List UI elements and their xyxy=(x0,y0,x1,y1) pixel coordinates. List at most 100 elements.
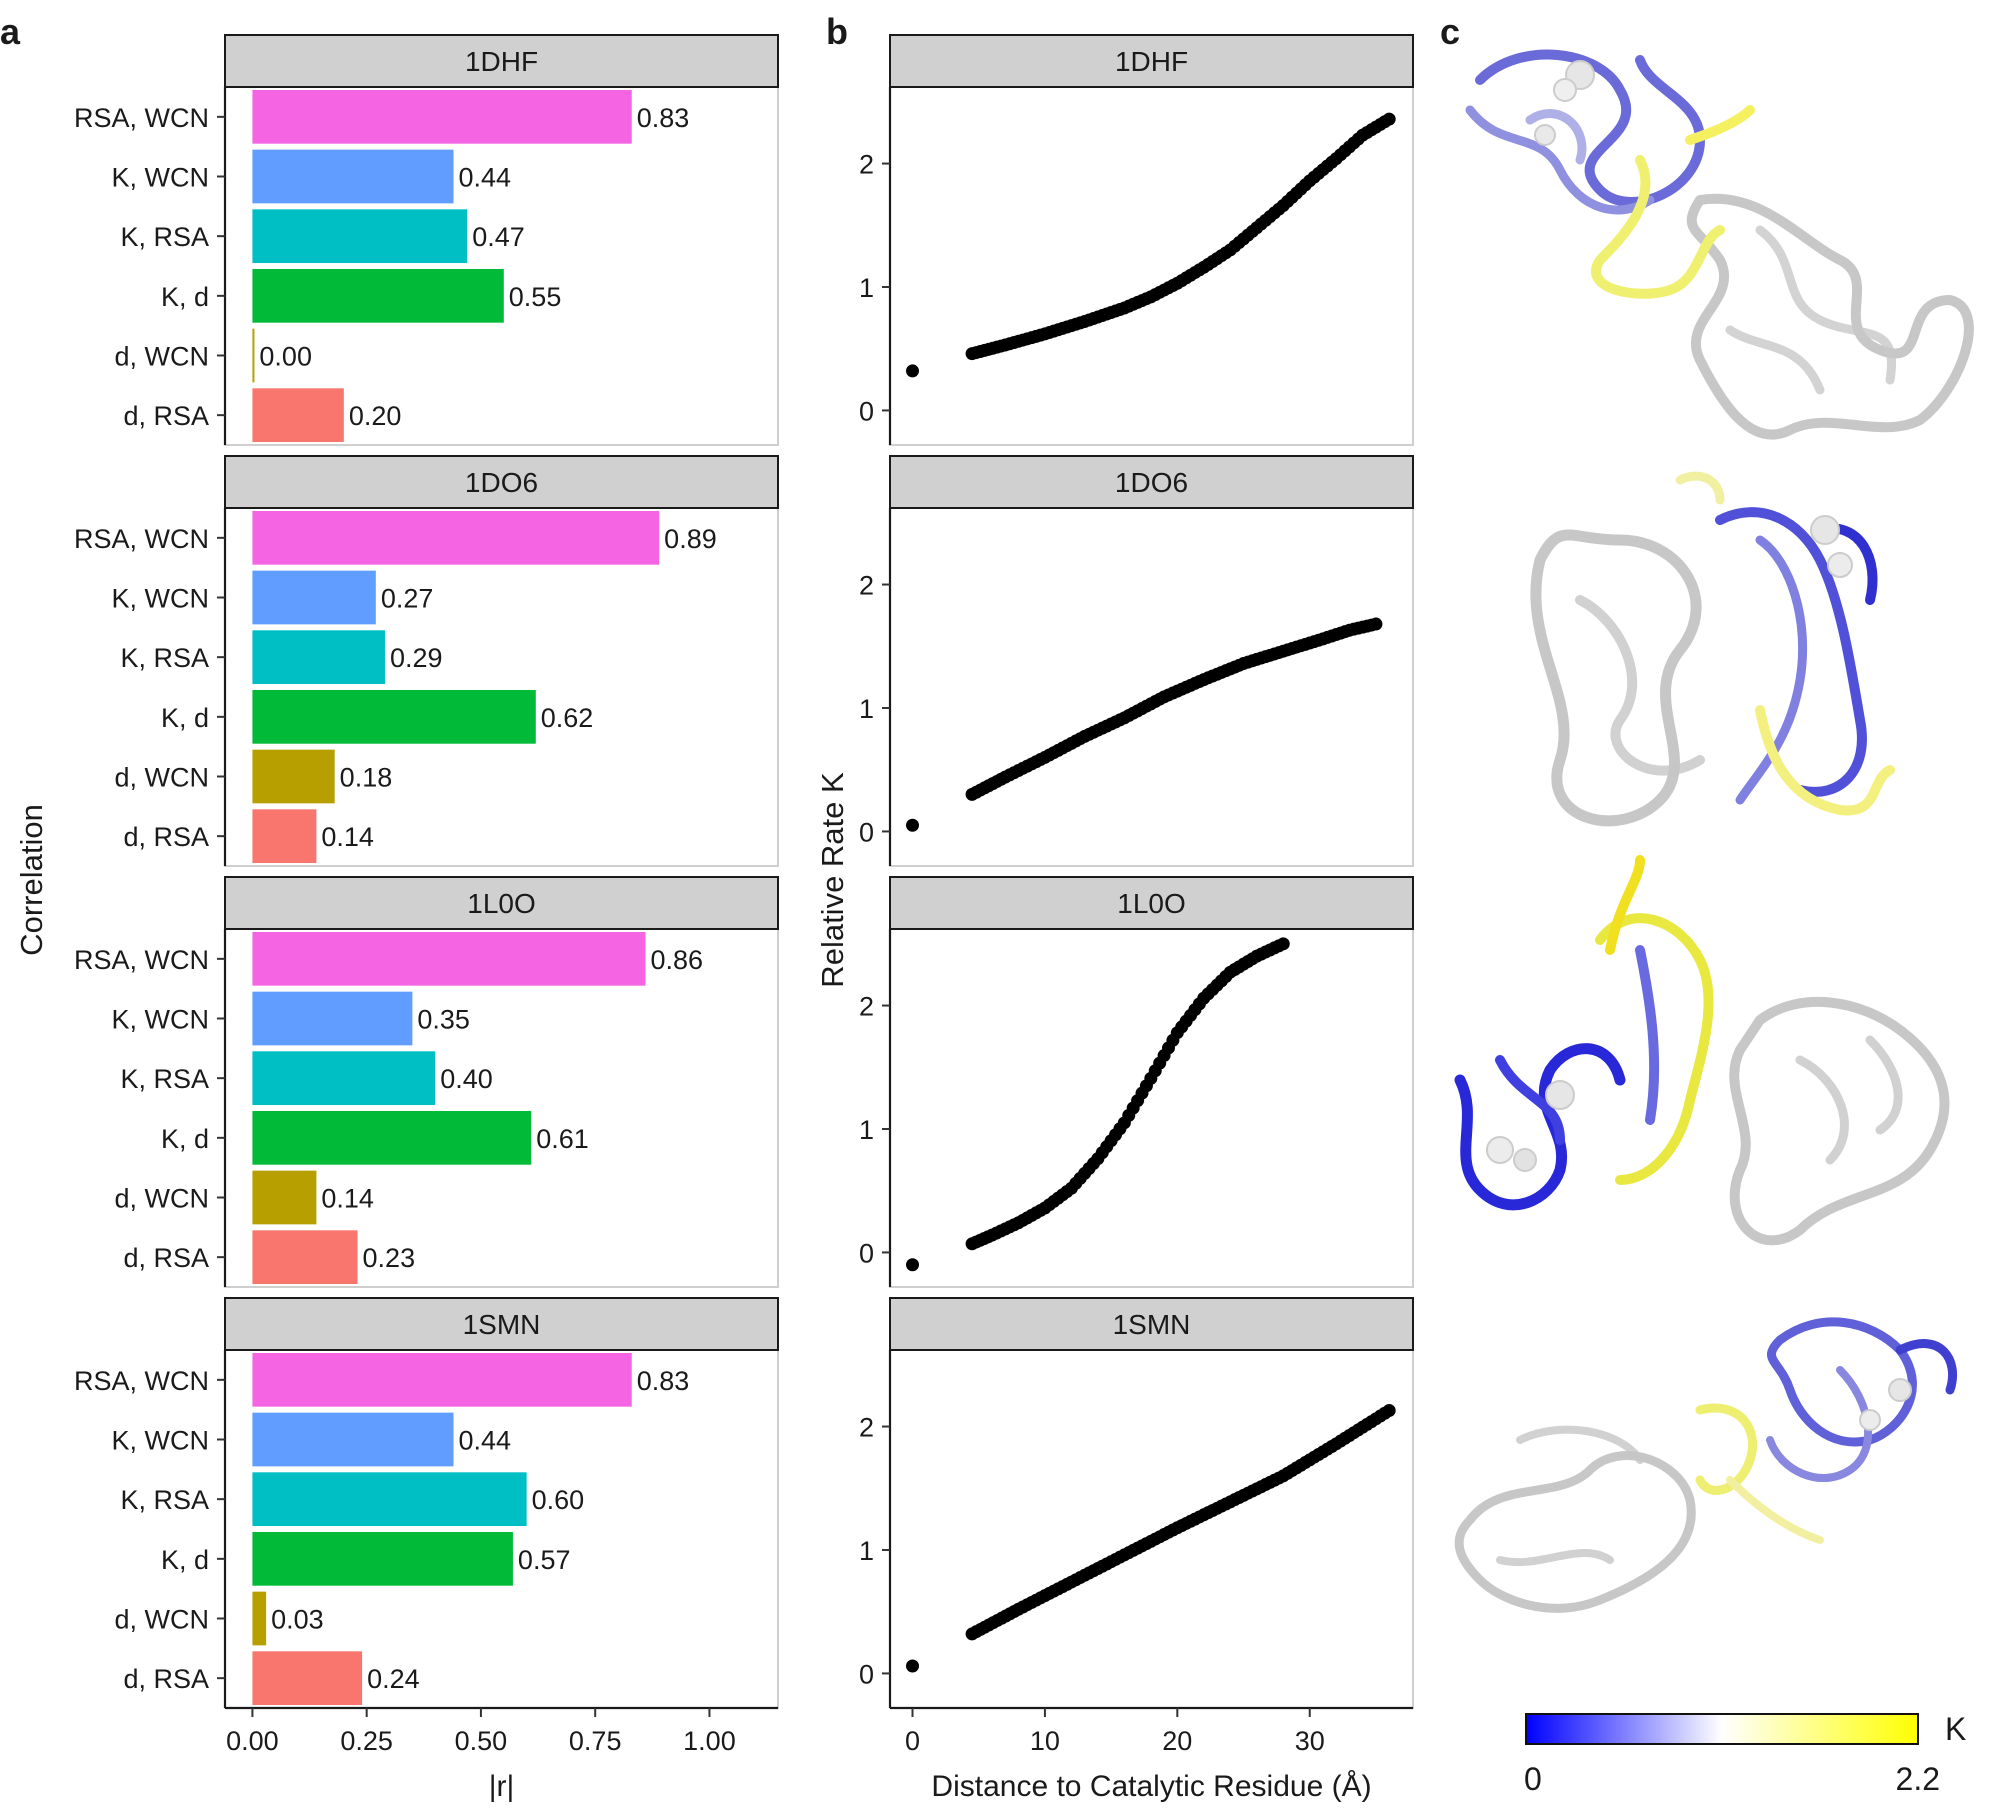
bar-value-label: 0.61 xyxy=(536,1124,589,1154)
bar-value-label: 0.60 xyxy=(532,1485,585,1515)
facet-title-1smn: 1SMN xyxy=(1113,1309,1191,1340)
y-tick-label: 2 xyxy=(859,1413,874,1443)
bar-value-label: 0.57 xyxy=(518,1545,571,1575)
bar-value-label: 0.29 xyxy=(390,643,443,673)
y-axis-title: Relative Rate K xyxy=(815,772,850,988)
category-label: K, d xyxy=(161,282,209,312)
y-tick-label: 2 xyxy=(859,150,874,180)
x-tick-label: 0.50 xyxy=(455,1726,508,1756)
scatter-point-1l0o xyxy=(906,1258,920,1272)
bar-value-label: 0.14 xyxy=(321,822,374,852)
y-tick-label: 1 xyxy=(859,1115,874,1145)
scatter-facet-1do6: 1DO6 0 1 2 xyxy=(859,455,1414,867)
category-label: d, WCN xyxy=(115,763,210,793)
bar-value-label: 0.18 xyxy=(340,763,393,793)
bar-1smn-d-wcn xyxy=(252,1591,267,1646)
bar-facet-1smn: 1SMN 0.83 RSA, WCN 0.44 K, WCN 0.60 K, RSA 0.57… xyxy=(74,1297,779,1803)
scatter-point-1dhf xyxy=(1382,112,1396,126)
bar-value-label: 0.44 xyxy=(459,163,512,193)
scatter-facet-1l0o: 1L0O 0 1 2 xyxy=(859,876,1414,1288)
facet-title-1dhf: 1DHF xyxy=(1115,46,1188,77)
y-tick-label: 1 xyxy=(859,1536,874,1566)
x-tick-label: 0.00 xyxy=(226,1726,279,1756)
category-label: K, RSA xyxy=(120,643,209,673)
bar-value-label: 0.89 xyxy=(664,524,717,554)
category-label: K, WCN xyxy=(112,1426,210,1456)
bar-1l0o-d-wcn xyxy=(252,1170,317,1225)
facet-strip xyxy=(224,1297,779,1351)
bar-value-label: 0.00 xyxy=(259,342,312,372)
x-tick-label: 10 xyxy=(1030,1726,1060,1756)
structure-1dhf-picture xyxy=(1465,49,1974,440)
structure-1do6-picture xyxy=(1530,471,1895,827)
category-label: K, d xyxy=(161,1545,209,1575)
bar-1l0o-d-rsa xyxy=(252,1230,358,1285)
bar-1smn-rsa-wcn xyxy=(252,1352,632,1407)
bar-value-label: 0.23 xyxy=(363,1243,416,1273)
colorbar-max-label: 2.2 xyxy=(1896,1761,1940,1797)
facet-title-1do6: 1DO6 xyxy=(465,467,538,498)
x-tick-label: 0.25 xyxy=(340,1726,393,1756)
bar-value-label: 0.40 xyxy=(440,1064,493,1094)
bar-facet-1dhf: 1DHF 0.83 RSA, WCN 0.44 K, WCN 0.47 K, RSA 0.55… xyxy=(74,34,779,446)
bar-1dhf-d-wcn xyxy=(252,328,255,383)
bar-1smn-k-wcn xyxy=(252,1412,454,1467)
bar-1do6-k-d xyxy=(252,689,536,744)
colorbar-label: K xyxy=(1945,1711,1966,1747)
bar-1do6-k-rsa xyxy=(252,630,385,685)
scatter-point-1do6 xyxy=(1369,617,1383,631)
y-tick-label: 1 xyxy=(859,694,874,724)
panel-label-c: c xyxy=(1440,11,1460,52)
bar-1smn-k-d xyxy=(252,1531,513,1586)
bar-panel-bg xyxy=(224,1349,779,1709)
category-label: RSA, WCN xyxy=(74,1366,209,1396)
bar-1l0o-rsa-wcn xyxy=(252,931,646,986)
facet-title-1l0o: 1L0O xyxy=(1117,888,1186,919)
category-label: d, WCN xyxy=(115,1605,210,1635)
bar-1do6-d-rsa xyxy=(252,809,317,864)
bar-value-label: 0.35 xyxy=(417,1005,470,1035)
scatter-panel-bg xyxy=(889,86,1414,446)
scatter-panel-bg xyxy=(889,1349,1414,1709)
bar-value-label: 0.83 xyxy=(637,1366,690,1396)
protein-structures: K 0 2.2 xyxy=(1454,49,1974,1797)
y-tick-label: 0 xyxy=(859,396,874,426)
category-label: RSA, WCN xyxy=(74,945,209,975)
structure-1smn-picture xyxy=(1454,1317,1958,1613)
bar-value-label: 0.83 xyxy=(637,103,690,133)
bar-1do6-rsa-wcn xyxy=(252,510,660,565)
x-axis-title: |r| xyxy=(489,1770,515,1803)
panel-label-a: a xyxy=(0,11,21,52)
facet-strip xyxy=(889,455,1414,509)
y-tick-label: 2 xyxy=(859,992,874,1022)
facet-strip xyxy=(889,876,1414,930)
bar-1dhf-d-rsa xyxy=(252,388,344,443)
category-label: RSA, WCN xyxy=(74,103,209,133)
y-tick-label: 0 xyxy=(859,817,874,847)
facet-strip xyxy=(889,34,1414,88)
bar-1do6-k-wcn xyxy=(252,570,376,625)
scatter-panel-bg xyxy=(889,928,1414,1288)
facet-strip xyxy=(889,1297,1414,1351)
category-label: K, WCN xyxy=(112,584,210,614)
bar-1dhf-k-d xyxy=(252,268,504,323)
bar-value-label: 0.20 xyxy=(349,401,402,431)
bar-value-label: 0.14 xyxy=(321,1184,374,1214)
category-label: d, RSA xyxy=(123,822,209,852)
category-label: d, RSA xyxy=(123,1243,209,1273)
category-label: K, d xyxy=(161,703,209,733)
category-label: K, d xyxy=(161,1124,209,1154)
panel-label-b: b xyxy=(826,11,848,52)
scatter-point-1smn xyxy=(1382,1403,1396,1417)
bar-1smn-k-rsa xyxy=(252,1472,527,1527)
y-tick-label: 2 xyxy=(859,571,874,601)
bar-facet-1do6: 1DO6 0.89 RSA, WCN 0.27 K, WCN 0.29 K, RSA 0.62… xyxy=(74,455,779,867)
bar-panel-bg xyxy=(224,507,779,867)
category-label: d, WCN xyxy=(115,342,210,372)
y-tick-label: 0 xyxy=(859,1659,874,1689)
category-label: d, RSA xyxy=(123,401,209,431)
y-tick-label: 0 xyxy=(859,1238,874,1268)
bar-1l0o-k-d xyxy=(252,1110,532,1165)
